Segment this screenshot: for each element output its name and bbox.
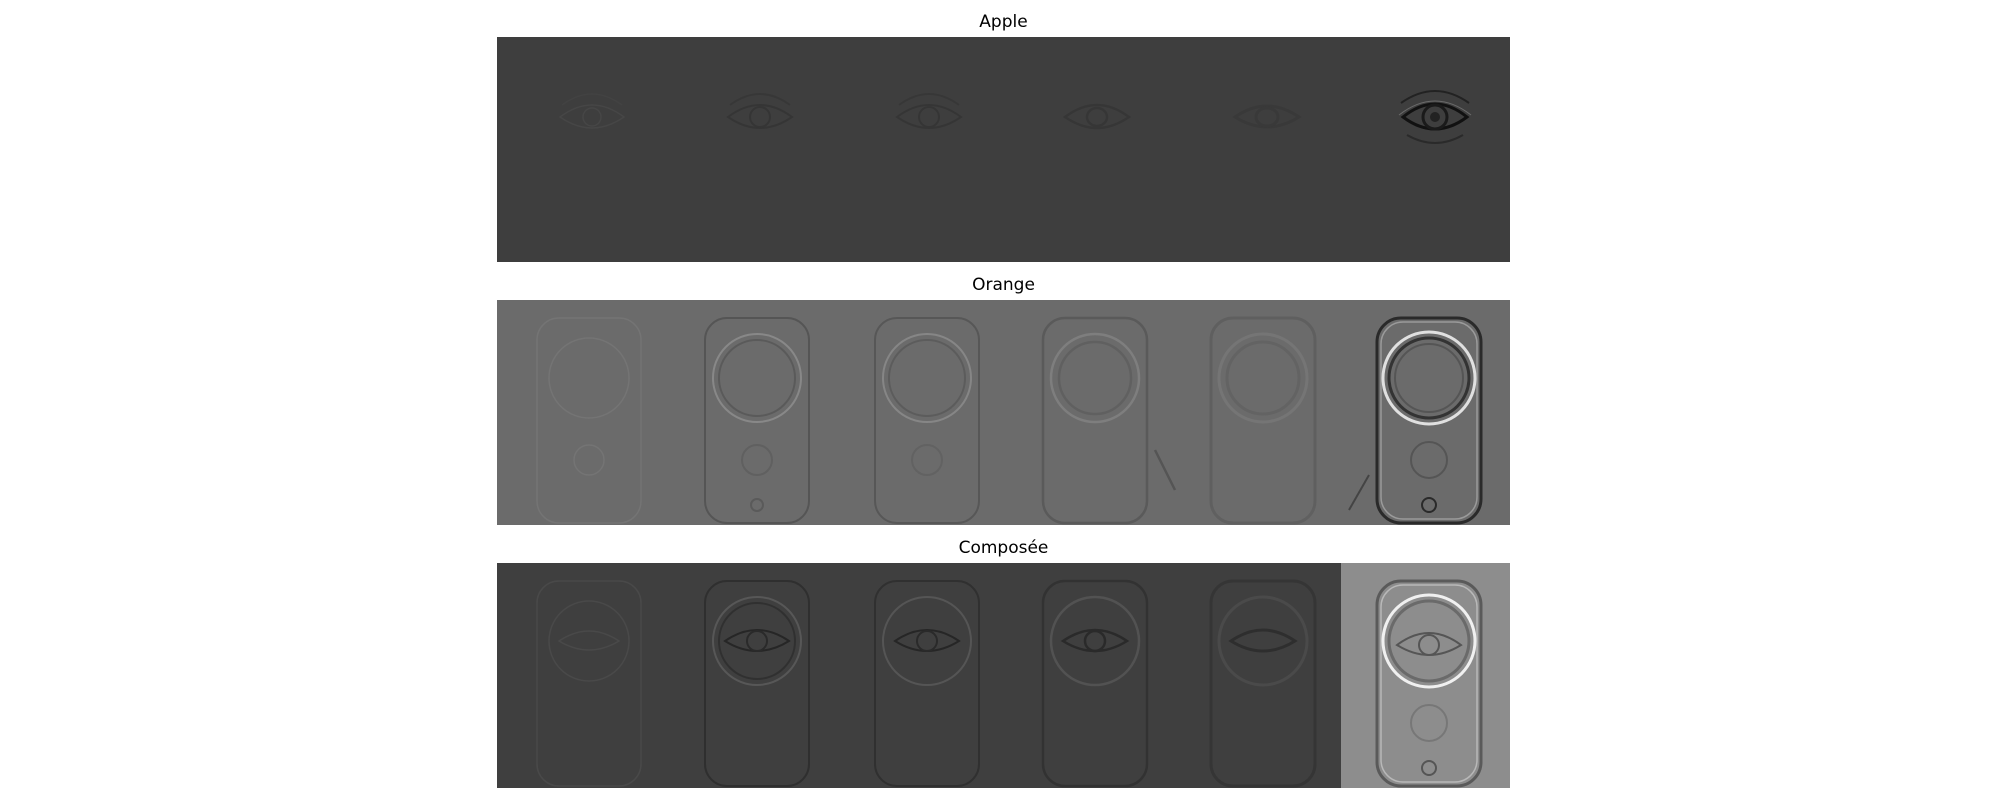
panel-title-composed: Composée [497, 538, 1510, 558]
orange-image-strip [497, 300, 1510, 525]
apple-image-strip [497, 37, 1510, 262]
panel-title-apple: Apple [497, 12, 1510, 32]
composed-image-strip [497, 563, 1510, 788]
composed-laplacian-pyramid [497, 563, 1510, 788]
composed-last-tile-bg [1341, 563, 1510, 788]
panel-title-orange: Orange [497, 275, 1510, 295]
orange-laplacian-pyramid [497, 300, 1510, 525]
apple-laplacian-pyramid [497, 37, 1510, 262]
